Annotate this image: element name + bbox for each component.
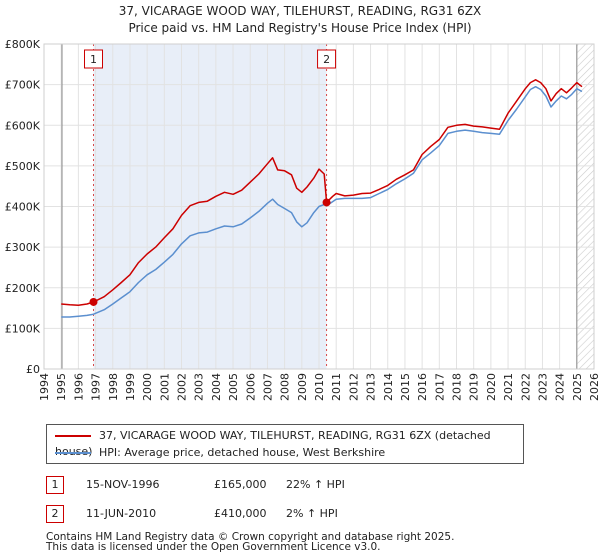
y-tick-label: £700K	[5, 79, 41, 92]
x-tick-label: 2006	[244, 373, 257, 401]
y-tick-label: £600K	[5, 119, 41, 132]
sale-price: £165,000	[214, 478, 267, 491]
legend-label-property: 37, VICARAGE WOOD WAY, TILEHURST, READIN…	[55, 429, 491, 458]
x-tick-label: 2008	[279, 373, 292, 401]
footer-line2: This data is licensed under the Open Gov…	[46, 541, 381, 553]
x-tick-label: 2016	[416, 373, 429, 401]
legend-item-property: 37, VICARAGE WOOD WAY, TILEHURST, READIN…	[55, 428, 523, 458]
x-tick-label: 2018	[451, 373, 464, 401]
footer-attribution: Contains HM Land Registry data © Crown c…	[46, 531, 455, 553]
x-tick-label: 2009	[296, 373, 309, 401]
x-tick-label: 2017	[433, 373, 446, 401]
x-tick-label: 1996	[72, 373, 85, 401]
footer-line1: Contains HM Land Registry data © Crown c…	[46, 531, 455, 543]
y-tick-label: £200K	[5, 282, 41, 295]
sale-price: £410,000	[214, 507, 267, 520]
x-tick-label: 2026	[588, 373, 600, 401]
sale-marker-box	[84, 49, 103, 69]
sale-number-badge: 1	[46, 476, 64, 494]
sale-marker-box	[317, 49, 337, 69]
y-tick-label: £800K	[5, 38, 41, 51]
sale-number-badge: 2	[46, 505, 64, 523]
x-tick-label: 2025	[571, 373, 584, 401]
sale-marker-label: 2	[323, 53, 330, 66]
sale-date: 11-JUN-2010	[86, 507, 157, 520]
sale-marker-label: 1	[90, 53, 97, 66]
sale-row-1: 1 15-NOV-1996 £165,000 22% ↑ HPI	[0, 476, 600, 498]
chart-title-line2: Price paid vs. HM Land Registry's House …	[128, 21, 472, 35]
price-chart: £0 £100K £200K £300K £400K £500K £600K £700K £80…	[5, 38, 600, 401]
sale-hpi-change: 2% ↑ HPI	[286, 507, 338, 520]
x-tick-label: 2001	[158, 373, 171, 401]
sale-point	[322, 198, 331, 207]
x-tick-label: 2010	[313, 373, 326, 401]
chart-title-line1: 37, VICARAGE WOOD WAY, TILEHURST, READIN…	[118, 4, 482, 18]
sale-row-2: 2 11-JUN-2010 £410,000 2% ↑ HPI	[0, 505, 600, 527]
legend: 37, VICARAGE WOOD WAY, TILEHURST, READIN…	[46, 424, 524, 464]
x-tick-label: 2003	[193, 373, 206, 401]
x-tick-label: 2000	[141, 373, 154, 401]
x-tick-label: 2023	[536, 373, 549, 401]
x-tick-label: 1999	[124, 373, 137, 401]
x-tick-label: 2015	[399, 373, 412, 401]
x-tick-label: 2020	[485, 373, 498, 401]
chart-title: 37, VICARAGE WOOD WAY, TILEHURST, READIN…	[0, 3, 600, 37]
x-tick-label: 2011	[330, 373, 343, 401]
x-tick-label: 2007	[261, 373, 274, 401]
x-tick-label: 2002	[176, 373, 189, 401]
x-tick-label: 2005	[227, 373, 240, 401]
plot-border	[43, 43, 595, 370]
x-tick-label: 2019	[468, 373, 481, 401]
sale-hpi-change: 22% ↑ HPI	[286, 478, 345, 491]
x-tick-label: 2013	[365, 373, 378, 401]
x-tick-label: 1998	[107, 373, 120, 401]
legend-label-hpi: HPI: Average price, detached house, West…	[99, 446, 386, 459]
legend-swatch-property	[55, 435, 91, 437]
sale-point	[89, 297, 98, 306]
x-tick-label: 2021	[502, 373, 515, 401]
y-tick-label: £500K	[5, 160, 41, 173]
legend-item-hpi: HPI: Average price, detached house, West…	[55, 445, 385, 461]
x-tick-label: 2012	[347, 373, 360, 401]
x-tick-label: 1997	[90, 373, 103, 401]
x-tick-label: 2014	[382, 373, 395, 401]
x-tick-label: 1994	[38, 373, 51, 401]
x-tick-label: 2024	[554, 373, 567, 401]
x-tick-label: 1995	[55, 373, 68, 401]
legend-swatch-hpi	[55, 452, 91, 454]
x-tick-label: 2022	[519, 373, 532, 401]
y-tick-label: £300K	[5, 241, 41, 254]
sale-date: 15-NOV-1996	[86, 478, 160, 491]
y-tick-label: £0	[26, 363, 40, 376]
x-tick-label: 2004	[210, 373, 223, 401]
y-tick-label: £100K	[5, 322, 41, 335]
y-tick-label: £400K	[5, 201, 41, 214]
